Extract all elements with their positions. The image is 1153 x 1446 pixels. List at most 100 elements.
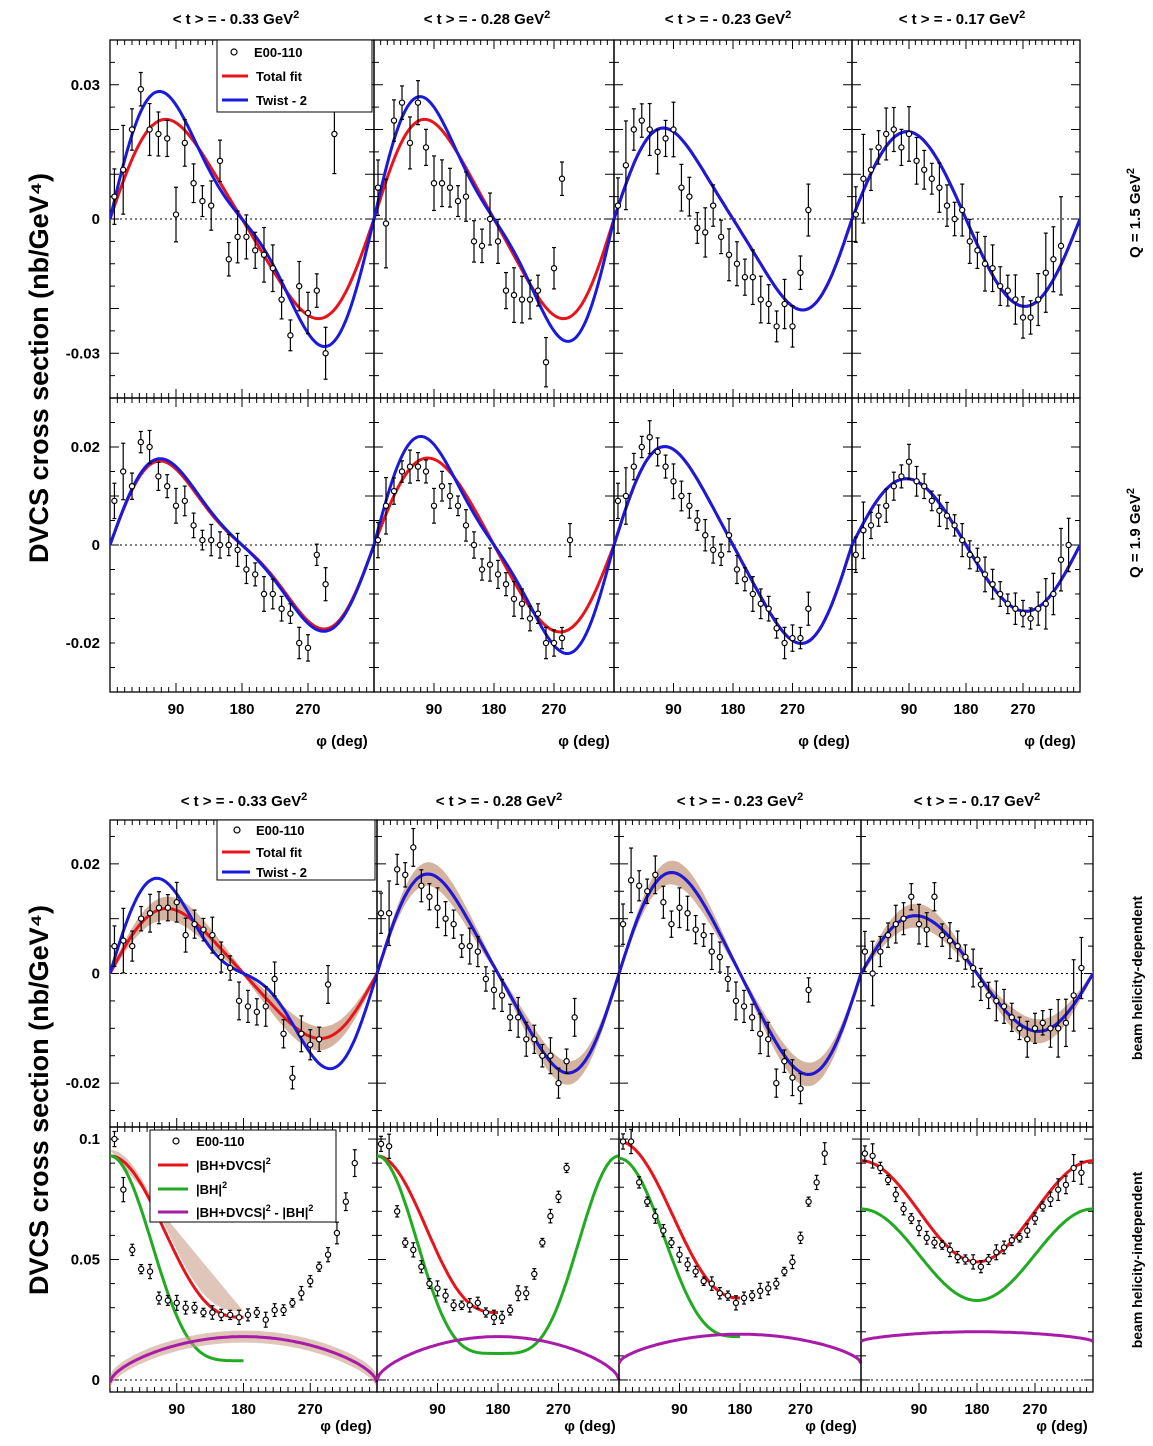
- data-point: [164, 904, 172, 911]
- data-point: [287, 332, 294, 339]
- data-point: [951, 522, 958, 529]
- data-point: [410, 844, 417, 851]
- data-point: [614, 202, 622, 209]
- y-tick-label: -0.02: [66, 1075, 100, 1092]
- row-label-q2-15: Q = 1.5 GeV2: [1125, 168, 1144, 258]
- top-t-headers: < t > = - 0.33 GeV2 < t > = - 0.28 GeV2 …: [173, 9, 1026, 28]
- data-point: [959, 536, 966, 544]
- data-point: [660, 1227, 667, 1234]
- data-point: [446, 184, 454, 191]
- data-point: [717, 233, 725, 241]
- data-point: [128, 126, 136, 133]
- data-point: [913, 157, 920, 165]
- data-point: [547, 1212, 554, 1220]
- data-point: [993, 1249, 1000, 1256]
- data-point: [1031, 1025, 1039, 1032]
- data-point: [324, 981, 332, 988]
- data-point: [905, 458, 913, 465]
- data-point: [954, 1253, 961, 1261]
- bottom-t-headers: < t > = - 0.33 GeV2 < t > = - 0.28 GeV2 …: [181, 791, 1041, 810]
- data-point: [199, 536, 206, 544]
- data-point: [462, 522, 470, 529]
- data-point: [1034, 605, 1042, 612]
- data-point: [502, 287, 510, 294]
- data-point: [877, 1164, 884, 1172]
- panel-10: [617, 819, 863, 1128]
- data-point: [765, 300, 772, 308]
- data-point: [749, 273, 757, 281]
- data-point: [385, 1143, 393, 1150]
- data-point: [741, 273, 749, 281]
- x-tick-label: 270: [1022, 1401, 1047, 1418]
- data-point: [740, 1294, 748, 1302]
- curves: [110, 457, 376, 633]
- difference-curve: [617, 1332, 863, 1364]
- data-point: [137, 1265, 145, 1273]
- x-axis-labels: φ (deg) φ (deg) φ (deg) φ (deg) φ (deg) …: [316, 733, 1088, 1435]
- data-point: [652, 871, 659, 879]
- data-point: [207, 202, 215, 209]
- data-point: [454, 502, 462, 509]
- data-point: [269, 590, 276, 598]
- data-point: [498, 992, 506, 999]
- legend-bottom-label-bhdvcs: |BH+DVCS|2: [196, 1156, 271, 1173]
- data-point: [422, 144, 430, 151]
- curves: [850, 477, 1080, 613]
- data-point: [430, 179, 438, 187]
- data-point: [446, 492, 454, 500]
- data-point: [163, 483, 171, 490]
- data-point: [1019, 314, 1027, 321]
- data-point: [619, 920, 627, 928]
- panel-frame: [860, 1126, 1094, 1393]
- data-point: [962, 1256, 969, 1263]
- data-point: [915, 1224, 923, 1232]
- x-tick-label: 180: [229, 701, 254, 718]
- data-point: [146, 1268, 154, 1275]
- x-tick-label: 180: [485, 1401, 510, 1418]
- twist2-curve: [110, 90, 376, 348]
- data-point: [805, 206, 812, 214]
- data-point: [852, 551, 860, 559]
- data-point: [684, 1261, 691, 1268]
- data-point: [700, 931, 707, 939]
- x-label-b2: φ (deg): [805, 1418, 857, 1435]
- data-point: [470, 238, 478, 245]
- data-point: [430, 502, 438, 509]
- data-point: [563, 1164, 570, 1172]
- data-point: [466, 1302, 473, 1309]
- data-point: [867, 522, 875, 529]
- data-point: [1057, 556, 1065, 563]
- data-point: [377, 1140, 385, 1148]
- data-point: [506, 1014, 514, 1021]
- curves: [612, 126, 854, 312]
- twist2-curve: [617, 870, 863, 1077]
- data-point: [111, 1135, 118, 1143]
- data-point: [181, 497, 188, 505]
- data-point: [155, 130, 162, 138]
- y-title-bottom: DVCS cross section (nb/GeV⁴): [24, 905, 54, 1295]
- top-header-1: < t > = - 0.28 GeV2: [424, 9, 551, 28]
- data-point: [287, 610, 294, 617]
- data-point: [890, 126, 898, 133]
- data-point: [234, 546, 241, 554]
- data-point: [652, 1212, 659, 1220]
- curves: [860, 1159, 1093, 1343]
- data-point: [410, 1246, 417, 1254]
- data-point: [1078, 1169, 1085, 1176]
- data-point: [654, 148, 661, 156]
- data-point: [278, 296, 285, 303]
- legend-mid: E00-110 Total fit Twist - 2: [216, 819, 376, 881]
- data-point: [137, 915, 145, 922]
- data-point: [1039, 1019, 1046, 1027]
- data-point: [997, 590, 1004, 598]
- data-point: [547, 1052, 554, 1059]
- curves: [110, 1149, 379, 1389]
- data-point: [678, 492, 685, 500]
- twist2-curve: [375, 872, 621, 1075]
- y-tick-label: -0.02: [66, 635, 100, 652]
- data-point: [315, 1263, 323, 1270]
- panel-0: 0.03 0 -0.03: [66, 39, 376, 399]
- data-point: [313, 287, 320, 294]
- y-tick-label: 0.02: [71, 856, 100, 873]
- data-point: [702, 532, 709, 539]
